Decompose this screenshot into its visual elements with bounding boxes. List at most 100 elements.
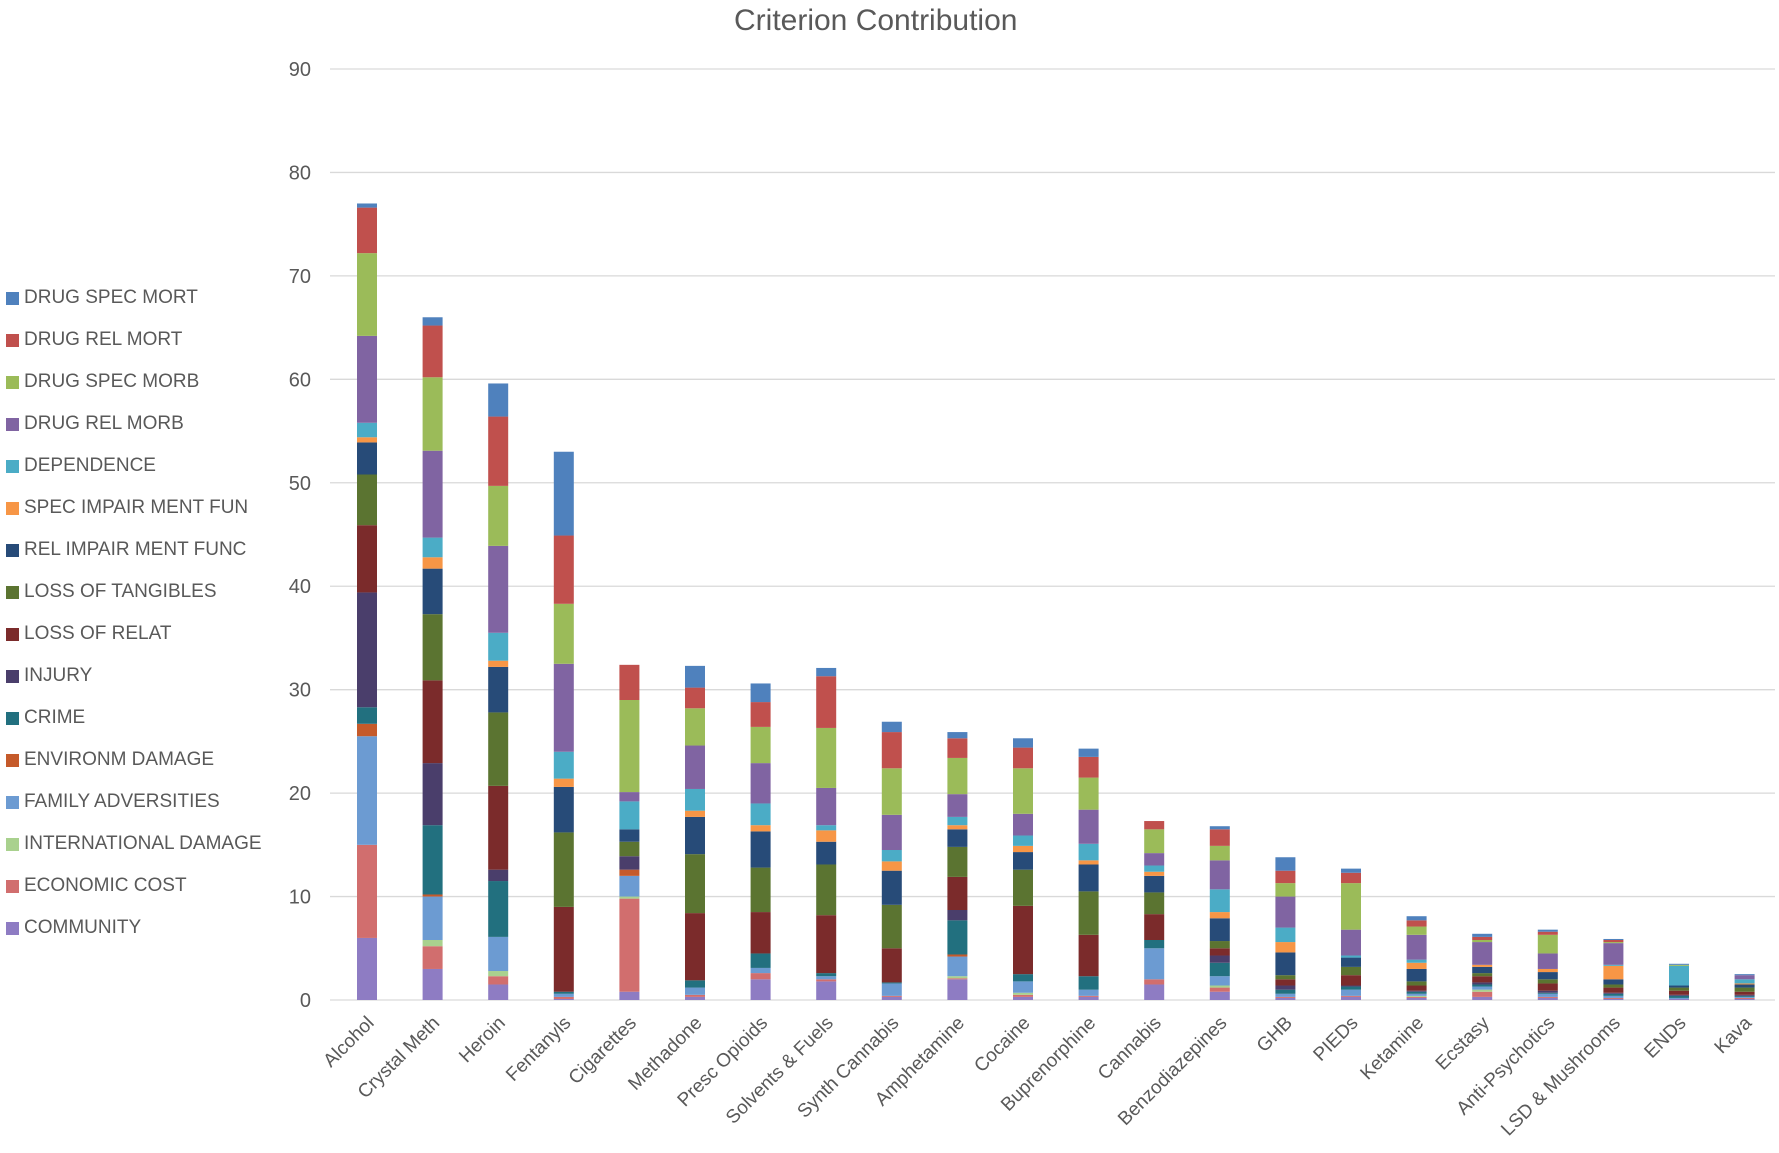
bar-segment <box>1013 835 1033 846</box>
bar-segment <box>1669 965 1689 986</box>
bar-segment <box>422 946 443 969</box>
bar-segment <box>1669 998 1689 1000</box>
bar-segment <box>1406 920 1427 927</box>
x-tick-label: GHB <box>1253 1013 1297 1057</box>
bar-segment <box>881 983 902 996</box>
x-tick-label: Ketamine <box>1357 1013 1429 1085</box>
bar-segment <box>1603 938 1624 941</box>
bar-segment <box>1209 889 1230 913</box>
legend-swatch <box>6 879 19 893</box>
bar-segment <box>1013 994 1033 997</box>
bar-segment <box>553 535 574 604</box>
bar-segment <box>1734 996 1755 998</box>
bar-segment <box>750 683 771 703</box>
bar-segment <box>1078 777 1099 810</box>
bar-segment <box>1013 996 1033 1000</box>
bar-stack-methadone <box>685 665 705 1000</box>
bar-segment <box>1406 995 1427 997</box>
legend-swatch <box>6 375 19 389</box>
bar-segment <box>1472 996 1493 1000</box>
bar-segment <box>1406 962 1427 969</box>
bar-segment <box>619 898 640 992</box>
legend-swatch <box>6 627 19 641</box>
bar-stack-cocaine <box>1013 738 1033 1000</box>
bar-segment <box>1472 984 1493 987</box>
bar-segment <box>750 763 771 804</box>
bar-segment <box>1013 738 1033 748</box>
bar-segment <box>750 825 771 832</box>
bar-segment <box>422 537 443 558</box>
bar-segment <box>1013 905 1033 975</box>
bar-segment <box>1406 990 1427 992</box>
bar-segment <box>357 707 377 724</box>
bar-segment <box>1078 748 1099 757</box>
bar-segment <box>1013 852 1033 870</box>
bar-segment <box>881 814 902 851</box>
bar-segment <box>422 825 443 895</box>
bar-segment <box>357 844 377 938</box>
bar-segment <box>1734 995 1755 997</box>
bar-stack-ketamine <box>1406 916 1427 1000</box>
bar-segment <box>488 383 509 417</box>
bar-segment <box>422 763 443 826</box>
bar-segment <box>750 726 771 764</box>
bar-segment <box>1537 990 1558 993</box>
bar-segment <box>357 422 377 438</box>
bar-segment <box>1275 996 1296 998</box>
bar-segment <box>1537 931 1558 935</box>
legend-item: DRUG REL MORB <box>6 403 262 445</box>
legend-item: LOSS OF TANGIBLES <box>6 571 262 613</box>
bar-segment <box>619 792 640 802</box>
bar-segment <box>1603 992 1624 994</box>
bar-segment <box>619 869 640 876</box>
bar-segment <box>947 757 968 795</box>
bar-segment <box>488 881 509 937</box>
bar-segment <box>1734 984 1755 988</box>
bar-segment <box>1341 989 1361 996</box>
bar-segment <box>881 861 902 871</box>
bar-segment <box>1669 963 1689 965</box>
y-tick-label: 10 <box>289 887 311 909</box>
bar-segment <box>553 603 574 664</box>
bar-segment <box>1078 976 1099 990</box>
bar-segment <box>947 979 968 1000</box>
bar-segment <box>750 973 771 980</box>
bar-segment <box>816 676 837 728</box>
bar-stack-pieds <box>1341 868 1361 1000</box>
bar-segment <box>1537 983 1558 991</box>
bar-segment <box>1603 943 1624 965</box>
y-tick-label: 40 <box>289 576 311 598</box>
bar-segment <box>422 896 443 941</box>
bar-segment <box>1209 948 1230 956</box>
bar-segment <box>488 869 509 882</box>
bar-segment <box>1734 994 1755 996</box>
x-tick-label: ENDs <box>1641 1013 1691 1063</box>
legend-label: CRIME <box>24 707 86 728</box>
bar-segment <box>422 557 443 569</box>
bar-segment <box>1537 934 1558 954</box>
legend-item: COMMUNITY <box>6 907 262 949</box>
bar-segment <box>881 732 902 769</box>
bar-segment <box>947 738 968 758</box>
bar-segment <box>1341 957 1361 967</box>
legend-label: ECONOMIC COST <box>24 875 187 896</box>
bar-segment <box>1275 883 1296 897</box>
bar-segment <box>947 920 968 955</box>
bar-segment <box>1472 933 1493 937</box>
bar-segment <box>1341 872 1361 884</box>
bar-segment <box>816 727 837 788</box>
bar-segment <box>1603 998 1624 1000</box>
bar-segment <box>1275 997 1296 1000</box>
bar-segment <box>357 207 377 254</box>
bar-segment <box>1603 987 1624 993</box>
bar-stack-ends <box>1669 963 1689 1000</box>
bar-segment <box>553 993 574 997</box>
bar-segment <box>1406 934 1427 960</box>
legend-item: SPEC IMPAIR MENT FUN <box>6 487 262 529</box>
bar-segment <box>1603 995 1624 998</box>
bar-segment <box>357 592 377 708</box>
x-tick-label: Cocaine <box>970 1013 1034 1077</box>
bar-segment <box>1013 992 1033 995</box>
bar-stack-crystal-meth <box>422 317 443 1000</box>
bar-segment <box>1669 990 1689 995</box>
